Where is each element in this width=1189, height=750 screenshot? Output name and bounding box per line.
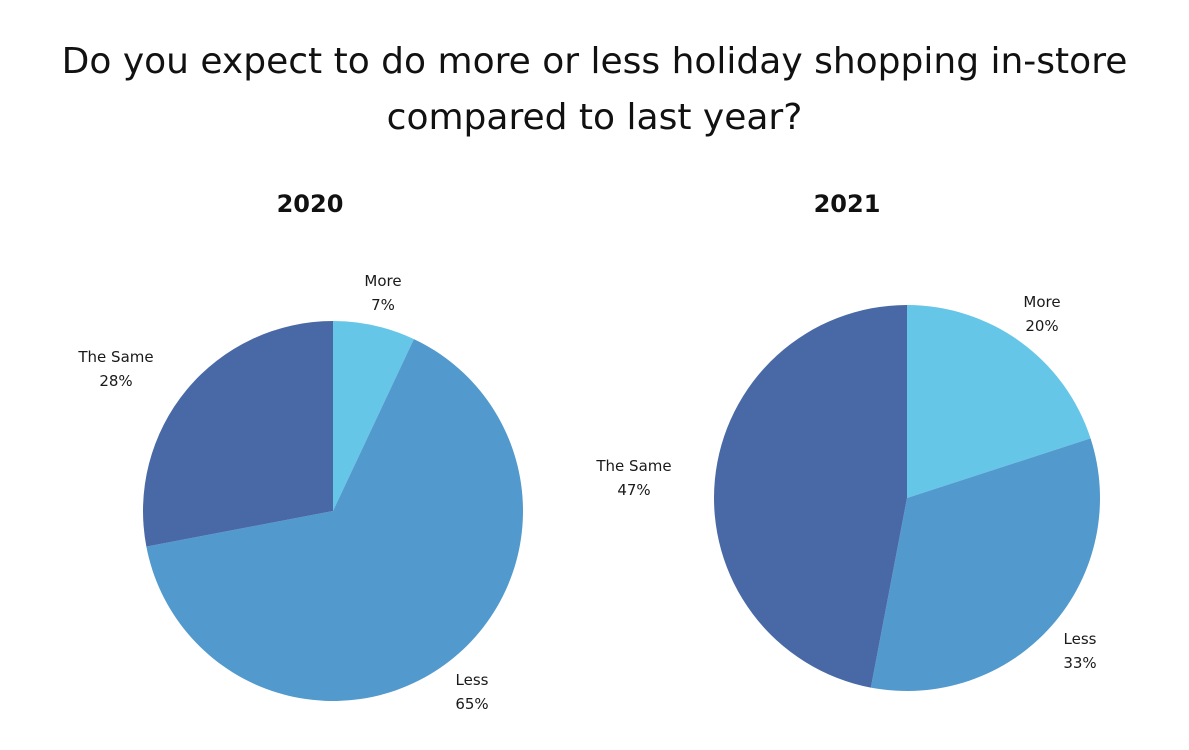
pie-slice-2020-the-same (142, 321, 333, 547)
slice-value-2021-more: 20% (1025, 317, 1058, 335)
slice-value-2021-less: 33% (1063, 654, 1096, 672)
slice-label-2020-less: Less (456, 671, 489, 689)
slice-value-2021-the-same: 47% (617, 481, 650, 499)
slice-label-2021-more: More (1023, 293, 1060, 311)
pie-slice-2021-the-same (714, 305, 907, 688)
pie-slice-2021-less (870, 438, 1100, 691)
chart-title-2020: 2020 (276, 190, 344, 218)
pie-slice-2021-more (907, 305, 1091, 498)
slice-label-2021-less: Less (1064, 630, 1097, 648)
page-title: Do you expect to do more or less holiday… (61, 41, 1128, 138)
slice-value-2020-more: 7% (371, 296, 395, 314)
slice-label-2021-the-same: The Same (595, 457, 671, 475)
slice-label-2020-the-same: The Same (77, 348, 153, 366)
chart-title-2021: 2021 (813, 190, 881, 218)
slice-label-2020-more: More (364, 272, 401, 290)
slice-value-2020-the-same: 28% (99, 372, 132, 390)
pie-slice-2020-more (333, 321, 414, 511)
slice-value-2020-less: 65% (455, 695, 488, 713)
pie-slice-2020-less (146, 339, 523, 701)
